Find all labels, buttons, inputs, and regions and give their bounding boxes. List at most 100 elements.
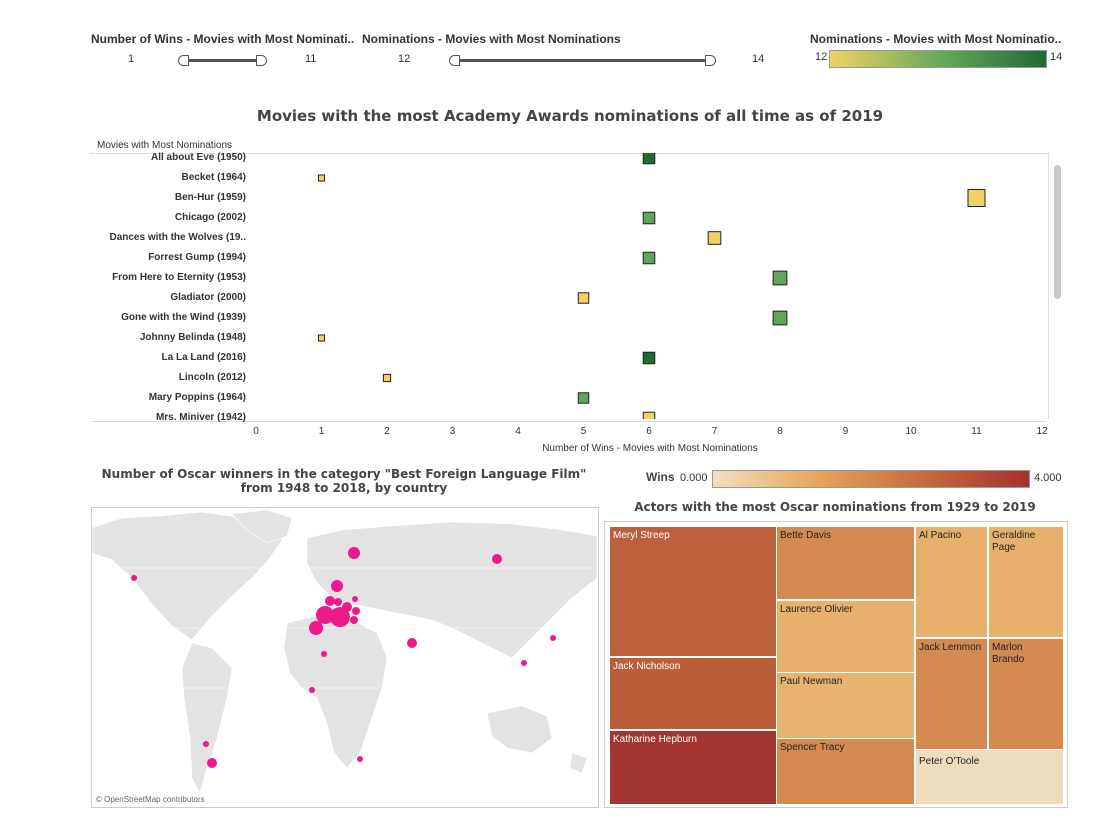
country-marker[interactable]	[203, 741, 209, 747]
treemap-cell-bette-davis[interactable]: Bette Davis	[776, 526, 915, 600]
country-marker[interactable]	[407, 638, 417, 648]
treemap-label: Al Pacino	[919, 530, 962, 541]
treemap-label: Spencer Tracy	[780, 742, 845, 753]
treemap-cell-spencer-tracy[interactable]: Spencer Tracy	[776, 738, 915, 805]
treemap-label: Jack Lemmon	[919, 642, 982, 653]
x-tick-label: 5	[580, 426, 587, 437]
treemap-cell-geraldine-page[interactable]: Geraldine Page	[988, 526, 1064, 638]
country-marker[interactable]	[521, 660, 527, 666]
movie-row-label: Mrs. Miniver (1942)	[155, 412, 246, 423]
wins-range-slider[interactable]	[178, 55, 267, 66]
movie-row-label: Gone with the Wind (1939)	[121, 312, 246, 323]
treemap-title: Actors with the most Oscar nominations f…	[634, 500, 1036, 514]
color-legend-min: 12	[815, 51, 828, 63]
x-tick-label: 4	[515, 426, 521, 437]
x-tick-label: 6	[646, 426, 652, 437]
movie-mark[interactable]	[577, 392, 590, 404]
wins-filter-min: 1	[128, 53, 135, 65]
country-marker[interactable]	[316, 606, 334, 624]
scrollbar-thumb[interactable]	[1054, 165, 1061, 299]
movie-row-label: Forrest Gump (1994)	[148, 252, 246, 263]
movie-mark[interactable]	[967, 189, 986, 207]
treemap-label: Geraldine Page	[992, 530, 1036, 553]
movie-row-label: Mary Poppins (1964)	[148, 392, 246, 403]
map-svg	[92, 509, 598, 794]
treemap-cell-jack-lemmon[interactable]: Jack Lemmon	[915, 638, 988, 750]
nominations-slider-max-handle[interactable]	[705, 55, 716, 66]
movie-mark[interactable]	[642, 153, 656, 165]
wins-slider-min-handle[interactable]	[178, 55, 189, 66]
movie-mark[interactable]	[707, 231, 722, 245]
x-tick-label: 3	[449, 426, 456, 437]
x-tick-label: 1	[318, 426, 325, 437]
x-axis-label: Number of Wins - Movies with Most Nomina…	[542, 443, 758, 454]
nominations-filter-title: Nominations - Movies with Most Nominatio…	[362, 32, 621, 46]
treemap-cell-meryl-streep[interactable]: Meryl Streep	[609, 526, 777, 657]
treemap-cell-al-pacino[interactable]: Al Pacino	[915, 526, 988, 638]
treemap-cell-peter-otoole[interactable]: Peter O'Toole	[915, 749, 1064, 805]
world-map[interactable]: © OpenStreetMap contributors	[91, 507, 599, 808]
movie-mark[interactable]	[382, 373, 392, 383]
map-attribution: © OpenStreetMap contributors	[96, 795, 205, 804]
movie-mark[interactable]	[577, 292, 590, 304]
wins-legend-label: Wins	[646, 470, 675, 484]
nominations-filter-max: 14	[752, 53, 765, 65]
treemap-cell-marlon-brando[interactable]: Marlon Brando	[988, 638, 1064, 750]
country-marker[interactable]	[309, 687, 315, 693]
country-marker[interactable]	[352, 596, 358, 602]
country-marker[interactable]	[357, 756, 363, 762]
wins-color-gradient	[712, 470, 1030, 488]
movie-row-label: Ben-Hur (1959)	[174, 192, 246, 203]
country-marker[interactable]	[321, 651, 327, 657]
movie-mark[interactable]	[642, 251, 656, 265]
movie-mark[interactable]	[642, 211, 656, 225]
movie-row-label: Becket (1964)	[181, 172, 246, 183]
country-marker[interactable]	[325, 596, 335, 606]
wins-slider-track	[184, 59, 262, 62]
country-marker[interactable]	[330, 607, 350, 627]
movie-mark[interactable]	[317, 334, 326, 342]
movie-mark[interactable]	[642, 351, 656, 365]
movie-mark[interactable]	[317, 174, 326, 182]
movie-mark[interactable]	[642, 411, 656, 419]
actors-treemap[interactable]: Meryl Streep Jack Nicholson Katharine He…	[604, 521, 1068, 808]
country-marker[interactable]	[131, 575, 137, 581]
country-marker[interactable]	[550, 635, 556, 641]
plot-right-border	[1048, 153, 1049, 419]
treemap-cell-katharine-hepburn[interactable]: Katharine Hepburn	[609, 730, 777, 805]
treemap-label: Meryl Streep	[613, 530, 670, 541]
movie-mark[interactable]	[772, 270, 788, 286]
movie-row-label: La La Land (2016)	[161, 352, 246, 363]
nominations-slider-min-handle[interactable]	[449, 55, 460, 66]
wins-slider-max-handle[interactable]	[256, 55, 267, 66]
country-marker[interactable]	[334, 598, 342, 606]
x-tick-label: 0	[253, 426, 259, 437]
country-marker[interactable]	[350, 616, 358, 624]
treemap-cell-paul-newman[interactable]: Paul Newman	[776, 672, 915, 739]
map-markers[interactable]	[92, 508, 598, 807]
nominations-range-slider[interactable]	[449, 55, 716, 66]
movie-mark[interactable]	[772, 310, 788, 326]
x-axis-line	[91, 421, 1046, 422]
country-marker[interactable]	[492, 554, 502, 564]
header-rule	[90, 153, 1050, 154]
country-marker[interactable]	[207, 758, 217, 768]
country-marker[interactable]	[348, 547, 360, 559]
x-tick-label: 9	[842, 426, 849, 437]
scatter-plot-area[interactable]	[91, 153, 1046, 419]
treemap-cell-laurence-olivier[interactable]: Laurence Olivier	[776, 600, 915, 673]
movie-row-label: From Here to Eternity (1953)	[112, 272, 246, 283]
treemap-label: Bette Davis	[780, 530, 832, 541]
treemap-cell-jack-nicholson[interactable]: Jack Nicholson	[609, 657, 777, 730]
country-marker[interactable]	[352, 607, 360, 615]
country-marker[interactable]	[331, 580, 343, 592]
x-tick-label: 12	[1036, 426, 1048, 437]
x-tick-label: 7	[711, 426, 718, 437]
color-legend-title: Nominations - Movies with Most Nominatio…	[810, 32, 1062, 46]
x-axis-ticks: 0 1 2 3 4 5 6 7 8 9 10 11 12	[0, 426, 1095, 440]
treemap-label: Marlon Brando	[992, 642, 1025, 665]
scatter-scrollbar[interactable]	[1053, 160, 1062, 416]
country-marker[interactable]	[342, 602, 352, 612]
country-marker[interactable]	[309, 621, 323, 635]
nominations-slider-track	[455, 59, 711, 62]
